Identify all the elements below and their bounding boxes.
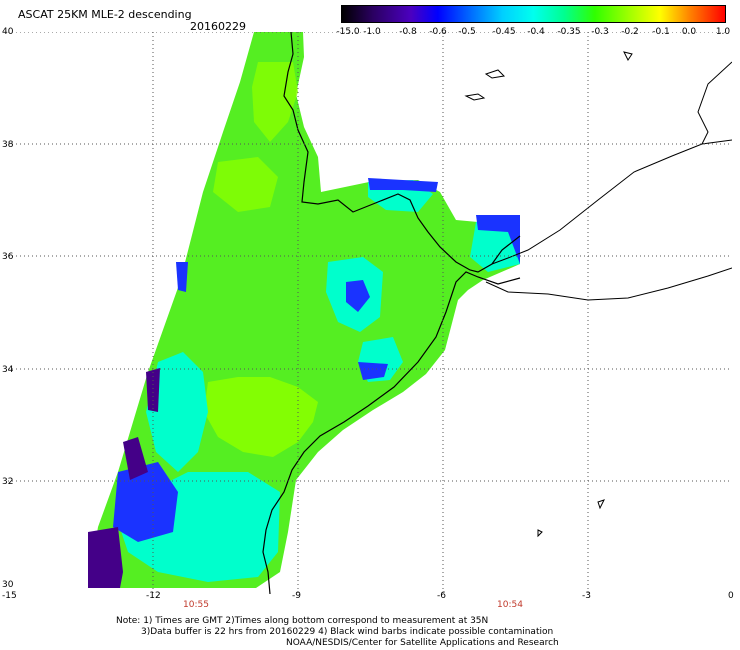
island — [537, 529, 543, 538]
wind-map — [8, 32, 732, 594]
swath-cyan-5 — [470, 220, 520, 272]
lon-label: -15 — [2, 591, 17, 601]
swath-blue-1 — [346, 280, 370, 312]
colorbar-label: -0.2 — [621, 27, 639, 37]
lon-label: -12 — [146, 591, 161, 601]
swath-blue-4 — [368, 178, 438, 192]
graticule — [8, 32, 732, 594]
swath-blue-2 — [358, 362, 388, 380]
coastline-africa-north — [485, 267, 732, 301]
coastline-east-iberia — [697, 61, 732, 145]
coastline-mediterranean — [491, 139, 732, 265]
island — [597, 499, 605, 510]
lon-label: -9 — [292, 591, 301, 601]
swath-purple-1 — [88, 527, 123, 588]
lat-label: 36 — [2, 252, 14, 262]
colorbar — [341, 5, 726, 23]
colorbar-gradient — [342, 6, 725, 22]
swath-blue-3 — [476, 215, 520, 264]
swath-lime — [204, 377, 318, 457]
swath-purple-3 — [146, 368, 160, 412]
pass-time: 10:54 — [497, 600, 523, 610]
swath-cyan-3 — [146, 352, 208, 472]
colorbar-label: -0.6 — [429, 27, 447, 37]
coastline-morocco — [262, 271, 521, 594]
footer-note-1: Note: 1) Times are GMT 2)Times along bot… — [116, 616, 489, 626]
island — [484, 69, 506, 79]
island — [464, 93, 486, 101]
lon-label: -3 — [582, 591, 591, 601]
lat-label: 38 — [2, 140, 14, 150]
island — [623, 51, 633, 61]
coastline-main — [283, 32, 521, 273]
footer-credit: NOAA/NESDIS/Center for Satellite Applica… — [286, 638, 559, 648]
product-title: ASCAT 25KM MLE-2 descending — [18, 8, 192, 21]
lat-label: 34 — [2, 365, 14, 375]
footer-note-2: 3)Data buffer is 22 hrs from 20160229 4)… — [141, 627, 554, 637]
colorbar-label: -0.5 — [458, 27, 476, 37]
product-date: 20160229 — [190, 20, 246, 33]
swath-blue-6 — [176, 262, 188, 292]
swath-purple-2 — [123, 437, 148, 480]
colorbar-label: 1.0 — [715, 27, 731, 37]
swath-blue-5 — [113, 462, 178, 542]
lat-label: 32 — [2, 477, 14, 487]
lat-label: 40 — [2, 27, 14, 37]
lat-label: 30 — [2, 580, 14, 590]
swath-lime-3 — [213, 157, 278, 212]
lon-label: -6 — [437, 591, 446, 601]
pass-time: 10:55 — [183, 600, 209, 610]
lon-label: 0 — [728, 591, 734, 601]
